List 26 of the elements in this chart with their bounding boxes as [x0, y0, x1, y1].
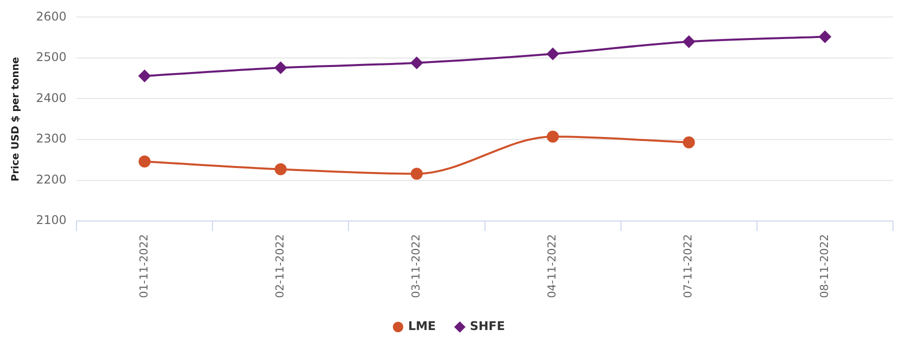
x-tick-label: 08-11-2022	[818, 234, 831, 298]
y-tick-label: 2500	[36, 50, 67, 64]
point	[410, 56, 423, 69]
x-tick-label: 03-11-2022	[410, 234, 423, 298]
x-tick-label: 01-11-2022	[137, 234, 150, 298]
y-tick-label: 2300	[36, 132, 67, 146]
x-tick-label: 07-11-2022	[682, 234, 695, 298]
legend-label: LME	[408, 319, 436, 334]
point	[274, 163, 287, 176]
y-tick-label: 2100	[36, 213, 67, 228]
point	[682, 136, 695, 148]
point	[138, 70, 151, 82]
legend-label: SHFE	[470, 319, 505, 334]
x-tick-label: 02-11-2022	[274, 234, 287, 298]
point	[410, 168, 423, 180]
y-axis-title: Price USD $ per tonne	[10, 56, 22, 182]
point	[138, 156, 151, 168]
y-tick-label: 2400	[36, 90, 67, 105]
y-tick-label: 2600	[36, 9, 67, 24]
point	[546, 48, 559, 60]
point	[818, 30, 831, 43]
x-tick-label: 04-11-2022	[546, 234, 559, 298]
y-tick-label: 2200	[36, 172, 67, 186]
point	[546, 130, 559, 143]
point	[274, 62, 287, 74]
point	[682, 36, 695, 48]
